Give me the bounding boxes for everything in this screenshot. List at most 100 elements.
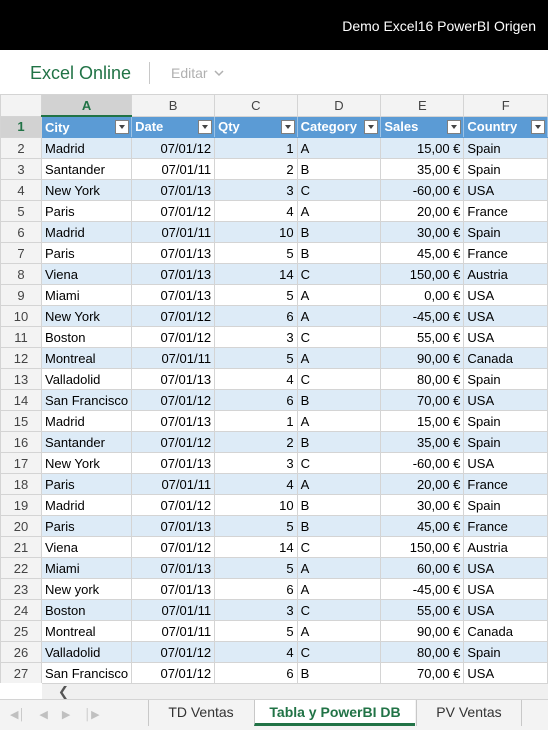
table-cell[interactable]: 07/01/12 [131,389,216,411]
table-cell[interactable]: New York [40,452,133,474]
table-cell[interactable]: 07/01/12 [131,137,216,159]
table-cell[interactable]: Spain [463,410,548,432]
table-header-cell[interactable]: City [40,115,133,138]
table-cell[interactable]: C [296,368,382,390]
table-cell[interactable]: 07/01/13 [131,515,216,537]
table-cell[interactable]: 15,00 € [380,410,465,432]
row-number[interactable]: 9 [0,284,42,306]
table-cell[interactable]: Montreal [40,347,133,369]
table-cell[interactable]: San Francisco [40,662,133,683]
table-cell[interactable]: 07/01/13 [131,410,216,432]
table-cell[interactable]: Paris [40,473,133,495]
table-cell[interactable]: A [296,200,382,222]
table-cell[interactable]: 55,00 € [380,599,465,621]
table-cell[interactable]: 15,00 € [380,137,465,159]
table-cell[interactable]: 5 [214,242,298,264]
table-cell[interactable]: France [463,242,548,264]
table-cell[interactable]: 70,00 € [380,662,465,683]
row-number[interactable]: 14 [0,389,42,411]
table-cell[interactable]: 07/01/12 [131,641,216,663]
table-cell[interactable]: A [296,410,382,432]
table-cell[interactable]: 07/01/12 [131,494,216,516]
table-cell[interactable]: 2 [214,158,298,180]
table-cell[interactable]: Viena [40,263,133,285]
column-header-e[interactable]: E [380,94,465,117]
table-cell[interactable]: 14 [214,263,298,285]
table-header-cell[interactable]: Country [463,115,548,138]
table-cell[interactable]: USA [463,578,548,600]
table-cell[interactable]: Boston [40,599,133,621]
column-header-f[interactable]: F [463,94,548,117]
table-cell[interactable]: 10 [214,494,298,516]
table-cell[interactable]: 5 [214,515,298,537]
table-cell[interactable]: 3 [214,326,298,348]
table-cell[interactable]: 07/01/13 [131,452,216,474]
table-cell[interactable]: 07/01/11 [131,158,216,180]
table-cell[interactable]: Austria [463,263,548,285]
row-number[interactable]: 3 [0,158,42,180]
row-number[interactable]: 15 [0,410,42,432]
table-cell[interactable]: 150,00 € [380,536,465,558]
table-cell[interactable]: 07/01/11 [131,473,216,495]
table-cell[interactable]: 150,00 € [380,263,465,285]
table-cell[interactable]: 3 [214,452,298,474]
table-cell[interactable]: Austria [463,536,548,558]
table-cell[interactable]: A [296,137,382,159]
table-cell[interactable]: C [296,599,382,621]
row-number[interactable]: 18 [0,473,42,495]
horizontal-scrollbar[interactable]: ❮ [42,683,548,699]
table-cell[interactable]: Madrid [40,137,133,159]
table-cell[interactable]: 07/01/12 [131,536,216,558]
table-cell[interactable]: 14 [214,536,298,558]
table-cell[interactable]: C [296,641,382,663]
row-number[interactable]: 6 [0,221,42,243]
tab-pv-ventas[interactable]: PV Ventas [416,700,522,726]
first-sheet-icon[interactable]: ◀│ [10,709,26,721]
table-cell[interactable]: Santander [40,158,133,180]
table-cell[interactable]: 80,00 € [380,368,465,390]
table-cell[interactable]: 07/01/13 [131,557,216,579]
table-cell[interactable]: 07/01/12 [131,305,216,327]
spreadsheet-grid[interactable]: A B C D E F 1 City Date Qty Category Sales Country 2 M… [0,94,548,683]
table-cell[interactable]: Paris [40,515,133,537]
table-cell[interactable]: France [463,473,548,495]
table-cell[interactable]: 07/01/12 [131,662,216,683]
table-cell[interactable]: Spain [463,494,548,516]
column-header-d[interactable]: D [296,94,382,117]
table-cell[interactable]: 80,00 € [380,641,465,663]
table-cell[interactable]: 07/01/13 [131,179,216,201]
table-cell[interactable]: New York [40,179,133,201]
table-header-cell[interactable]: Qty [214,115,298,138]
table-cell[interactable]: 1 [214,410,298,432]
table-cell[interactable]: A [296,578,382,600]
table-cell[interactable]: Santander [40,431,133,453]
table-cell[interactable]: 70,00 € [380,389,465,411]
table-cell[interactable]: 5 [214,620,298,642]
table-cell[interactable]: Paris [40,242,133,264]
table-cell[interactable]: Madrid [40,410,133,432]
filter-dropdown-icon[interactable] [280,119,295,134]
table-cell[interactable]: 4 [214,368,298,390]
table-cell[interactable]: 07/01/13 [131,368,216,390]
table-cell[interactable]: 07/01/12 [131,431,216,453]
table-cell[interactable]: A [296,620,382,642]
table-cell[interactable]: A [296,305,382,327]
row-number[interactable]: 24 [0,599,42,621]
row-number[interactable]: 23 [0,578,42,600]
table-cell[interactable]: 6 [214,305,298,327]
table-cell[interactable]: 35,00 € [380,431,465,453]
app-name[interactable]: Excel Online [30,63,132,83]
table-cell[interactable]: C [296,263,382,285]
table-header-cell[interactable]: Date [131,115,216,138]
table-cell[interactable]: 20,00 € [380,200,465,222]
table-cell[interactable]: Miami [40,557,133,579]
table-cell[interactable]: 30,00 € [380,494,465,516]
table-cell[interactable]: Spain [463,158,548,180]
table-cell[interactable]: B [296,662,382,683]
row-number[interactable]: 11 [0,326,42,348]
select-all-corner[interactable] [0,94,42,117]
table-cell[interactable]: Viena [40,536,133,558]
table-cell[interactable]: France [463,200,548,222]
row-number[interactable]: 10 [0,305,42,327]
table-cell[interactable]: USA [463,389,548,411]
